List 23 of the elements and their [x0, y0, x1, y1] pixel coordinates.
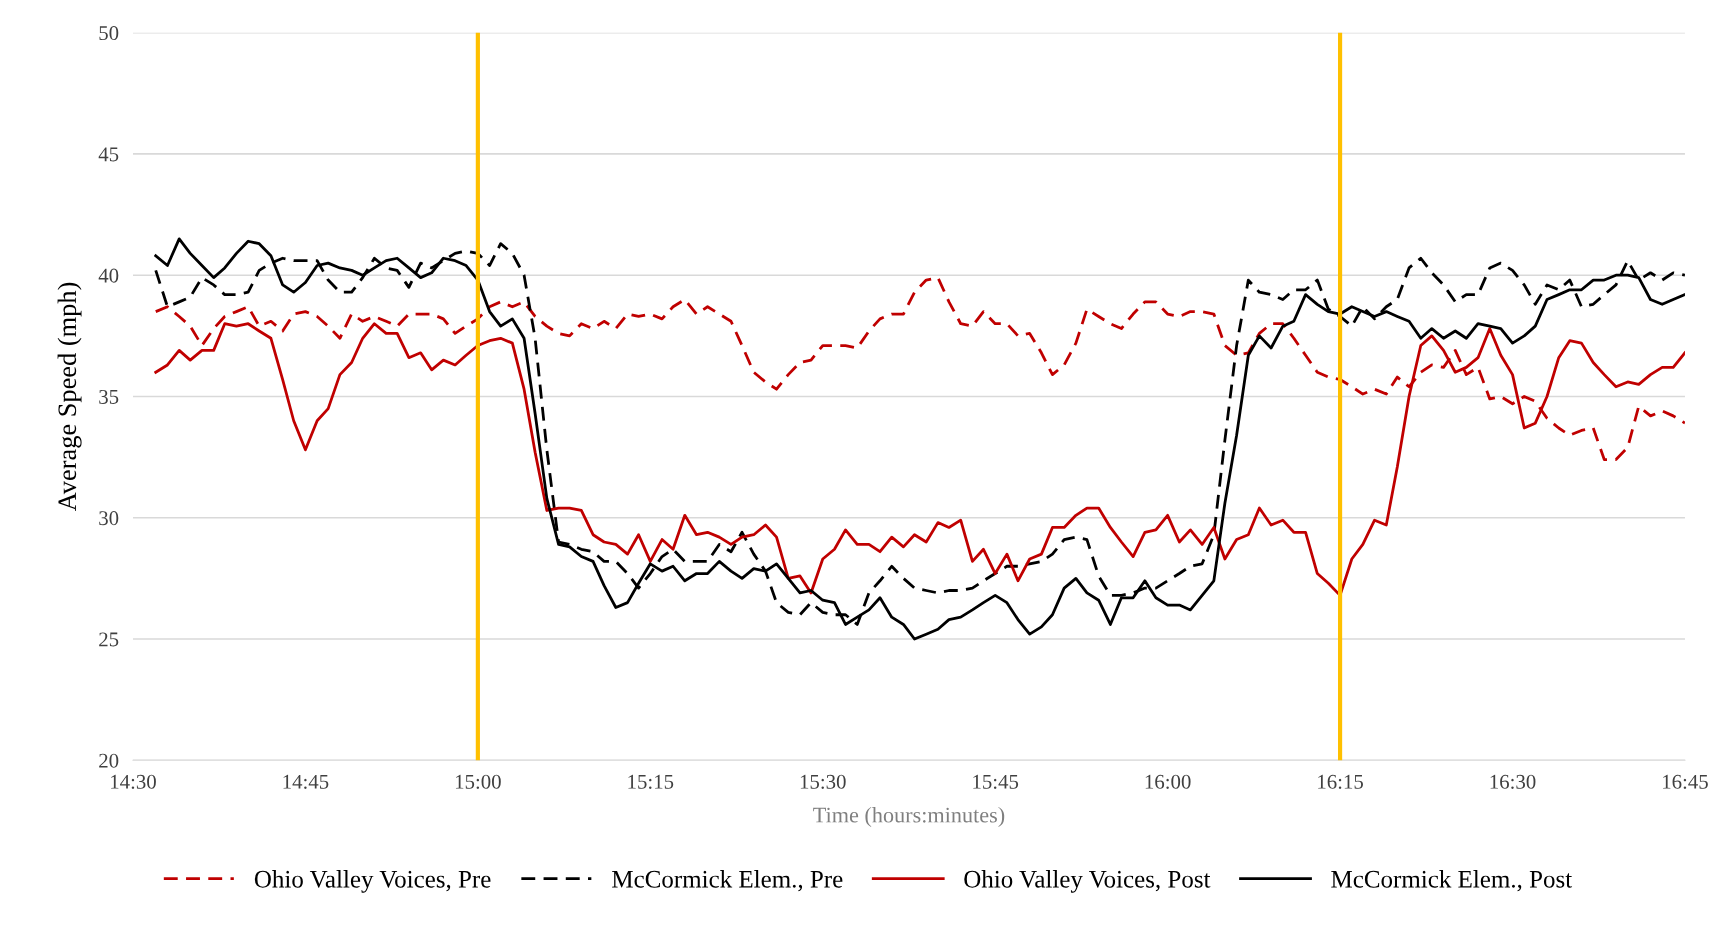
- y-tick-label: 50: [99, 26, 119, 41]
- x-tick-label: 15:15: [628, 774, 674, 789]
- x-tick-label: 16:45: [1663, 774, 1708, 789]
- x-tick-label: 15:00: [455, 774, 501, 789]
- x-tick-label: 16:30: [1490, 774, 1536, 789]
- x-tick-label: 16:15: [1318, 774, 1363, 789]
- y-tick-label: 35: [99, 389, 119, 404]
- x-tick-label: 15:45: [973, 774, 1019, 789]
- x-tick-label: 16:00: [1145, 774, 1191, 789]
- y-tick-label: 20: [99, 753, 119, 768]
- x-tick-label: 14:45: [283, 774, 329, 789]
- y-tick-label: 30: [99, 511, 119, 526]
- legend-label: Ohio Valley Voices, Post: [964, 870, 1211, 893]
- x-tick-label: 15:30: [800, 774, 846, 789]
- y-tick-label: 45: [98, 147, 119, 162]
- y-axis-title: Average Speed (mph): [57, 282, 82, 512]
- legend-label: Ohio Valley Voices, Pre: [254, 870, 491, 893]
- x-axis-title: Time (hours:minutes): [813, 806, 1005, 828]
- x-tick-label: 14:30: [111, 774, 156, 789]
- y-tick-label: 25: [99, 632, 119, 647]
- legend-label: McCormick Elem., Pre: [612, 870, 843, 892]
- legend-label: McCormick Elem., Post: [1331, 870, 1573, 892]
- y-tick-label: 40: [98, 268, 119, 283]
